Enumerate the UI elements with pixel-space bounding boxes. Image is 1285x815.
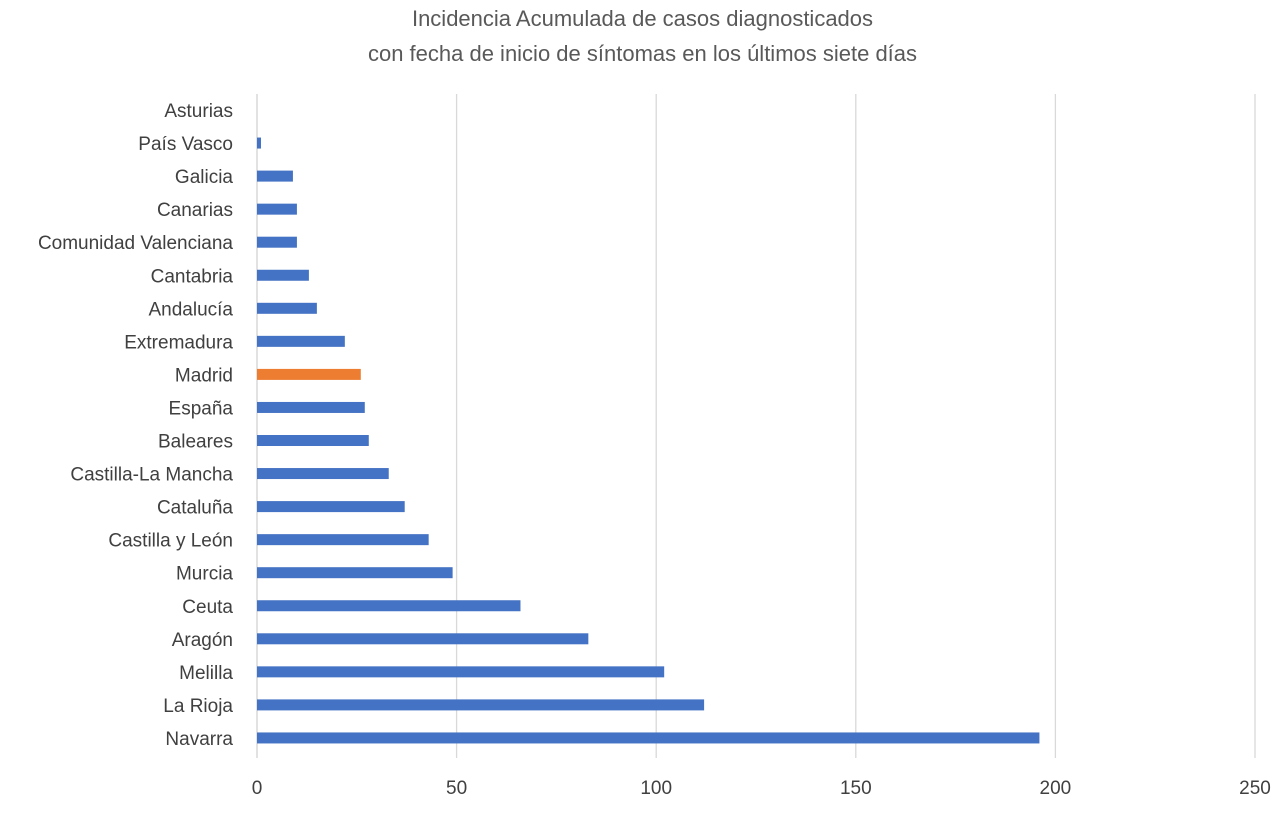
category-label: Castilla y León	[108, 531, 233, 552]
category-label: Ceuta	[182, 597, 233, 618]
category-label: Melilla	[179, 663, 233, 684]
bar-comunidad-valenciana	[257, 236, 297, 248]
category-label: Asturias	[164, 101, 233, 122]
category-label: Baleares	[158, 432, 233, 453]
category-label: Aragón	[172, 630, 233, 651]
bar-ceuta	[257, 600, 521, 612]
bar-castilla-y-león	[257, 534, 429, 546]
category-label: Canarias	[157, 200, 233, 221]
bar-murcia	[257, 567, 453, 579]
bar-galicia	[257, 170, 293, 182]
x-tick-label: 150	[840, 778, 872, 799]
bar-aragón	[257, 633, 589, 645]
bar-cantabria	[257, 269, 309, 281]
category-label: Galicia	[175, 167, 234, 188]
category-label: La Rioja	[163, 696, 233, 717]
category-label: País Vasco	[138, 134, 233, 155]
category-label: Andalucía	[148, 299, 233, 320]
bar-madrid	[257, 368, 361, 380]
bar-país-vasco	[257, 137, 261, 149]
category-label: Murcia	[176, 564, 233, 585]
bar-cataluña	[257, 501, 405, 513]
bar-castilla-la-mancha	[257, 468, 389, 480]
category-label: Castilla-La Mancha	[70, 465, 233, 486]
bar-la-rioja	[257, 699, 705, 711]
x-tick-label: 250	[1239, 778, 1271, 799]
bar-extremadura	[257, 335, 345, 347]
bar-melilla	[257, 666, 665, 678]
bar-baleares	[257, 435, 369, 446]
chart-title-line-2: con fecha de inicio de síntomas en los ú…	[367, 41, 918, 66]
bar-españa	[257, 401, 365, 413]
category-label: Madrid	[175, 365, 233, 386]
bar-andalucía	[257, 302, 317, 314]
category-label: Comunidad Valenciana	[38, 233, 233, 254]
x-tick-label: 100	[640, 778, 672, 799]
category-label: Navarra	[165, 729, 233, 750]
category-label: Cataluña	[157, 498, 233, 519]
category-label: Extremadura	[124, 332, 233, 353]
category-label: Cantabria	[151, 266, 234, 287]
bar-canarias	[257, 203, 297, 215]
x-tick-label: 200	[1040, 778, 1072, 799]
x-tick-label: 50	[446, 778, 467, 799]
bar-navarra	[257, 732, 1040, 744]
chart-title-line-1: Incidencia Acumulada de casos diagnostic…	[411, 6, 874, 31]
x-tick-label: 0	[252, 778, 263, 799]
category-label: España	[169, 398, 234, 419]
